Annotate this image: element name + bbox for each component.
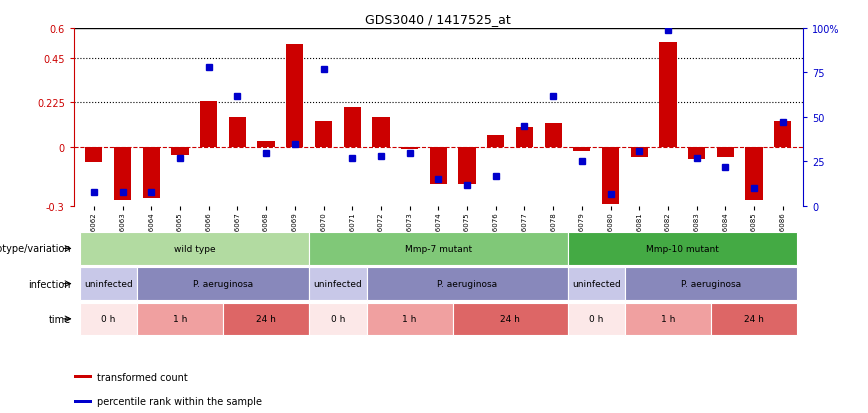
FancyBboxPatch shape <box>74 375 92 378</box>
Bar <box>487 135 504 147</box>
FancyBboxPatch shape <box>366 303 453 335</box>
Bar <box>746 147 763 201</box>
FancyBboxPatch shape <box>625 268 797 300</box>
Text: uninfected: uninfected <box>572 280 621 288</box>
Text: Mmp-10 mutant: Mmp-10 mutant <box>646 244 719 253</box>
Text: P. aeruginosa: P. aeruginosa <box>681 280 741 288</box>
Text: 1 h: 1 h <box>403 315 417 323</box>
FancyBboxPatch shape <box>309 268 366 300</box>
Title: GDS3040 / 1417525_at: GDS3040 / 1417525_at <box>365 13 511 26</box>
Bar <box>401 147 418 149</box>
Text: 24 h: 24 h <box>256 315 276 323</box>
Bar <box>774 122 792 147</box>
Text: time: time <box>49 314 71 324</box>
FancyBboxPatch shape <box>366 268 568 300</box>
Text: 1 h: 1 h <box>173 315 187 323</box>
Text: uninfected: uninfected <box>313 280 362 288</box>
Bar <box>142 147 160 199</box>
Bar <box>602 147 619 204</box>
Bar <box>573 147 590 151</box>
Bar <box>344 108 361 147</box>
Bar <box>114 147 131 201</box>
Text: 1 h: 1 h <box>661 315 675 323</box>
Bar <box>516 128 533 147</box>
Bar <box>229 118 246 147</box>
Text: infection: infection <box>29 279 71 289</box>
FancyBboxPatch shape <box>137 303 223 335</box>
FancyBboxPatch shape <box>711 303 797 335</box>
Text: wild type: wild type <box>174 244 215 253</box>
Bar <box>258 141 274 147</box>
Bar <box>660 43 676 147</box>
Bar <box>458 147 476 185</box>
FancyBboxPatch shape <box>568 268 625 300</box>
Bar <box>631 147 648 157</box>
FancyBboxPatch shape <box>309 303 366 335</box>
Text: 0 h: 0 h <box>589 315 603 323</box>
Bar <box>544 123 562 147</box>
FancyBboxPatch shape <box>80 303 137 335</box>
Bar <box>717 147 734 157</box>
Text: P. aeruginosa: P. aeruginosa <box>193 280 253 288</box>
Text: 24 h: 24 h <box>500 315 520 323</box>
FancyBboxPatch shape <box>625 303 711 335</box>
FancyBboxPatch shape <box>74 400 92 403</box>
Text: genotype/variation: genotype/variation <box>0 244 71 254</box>
FancyBboxPatch shape <box>568 233 797 265</box>
Text: uninfected: uninfected <box>84 280 133 288</box>
Bar <box>372 118 390 147</box>
FancyBboxPatch shape <box>453 303 568 335</box>
Text: transformed count: transformed count <box>97 372 188 382</box>
Text: percentile rank within the sample: percentile rank within the sample <box>97 396 262 406</box>
Text: 0 h: 0 h <box>331 315 345 323</box>
Bar <box>430 147 447 185</box>
Text: 24 h: 24 h <box>744 315 764 323</box>
FancyBboxPatch shape <box>568 303 625 335</box>
Bar <box>201 102 217 147</box>
Text: Mmp-7 mutant: Mmp-7 mutant <box>404 244 472 253</box>
Bar <box>286 45 304 147</box>
FancyBboxPatch shape <box>80 233 309 265</box>
Bar <box>171 147 188 155</box>
FancyBboxPatch shape <box>223 303 309 335</box>
FancyBboxPatch shape <box>137 268 309 300</box>
Bar <box>85 147 102 163</box>
FancyBboxPatch shape <box>309 233 568 265</box>
Text: P. aeruginosa: P. aeruginosa <box>437 280 497 288</box>
Bar <box>688 147 706 159</box>
Text: 0 h: 0 h <box>101 315 115 323</box>
Bar <box>315 122 332 147</box>
FancyBboxPatch shape <box>80 268 137 300</box>
